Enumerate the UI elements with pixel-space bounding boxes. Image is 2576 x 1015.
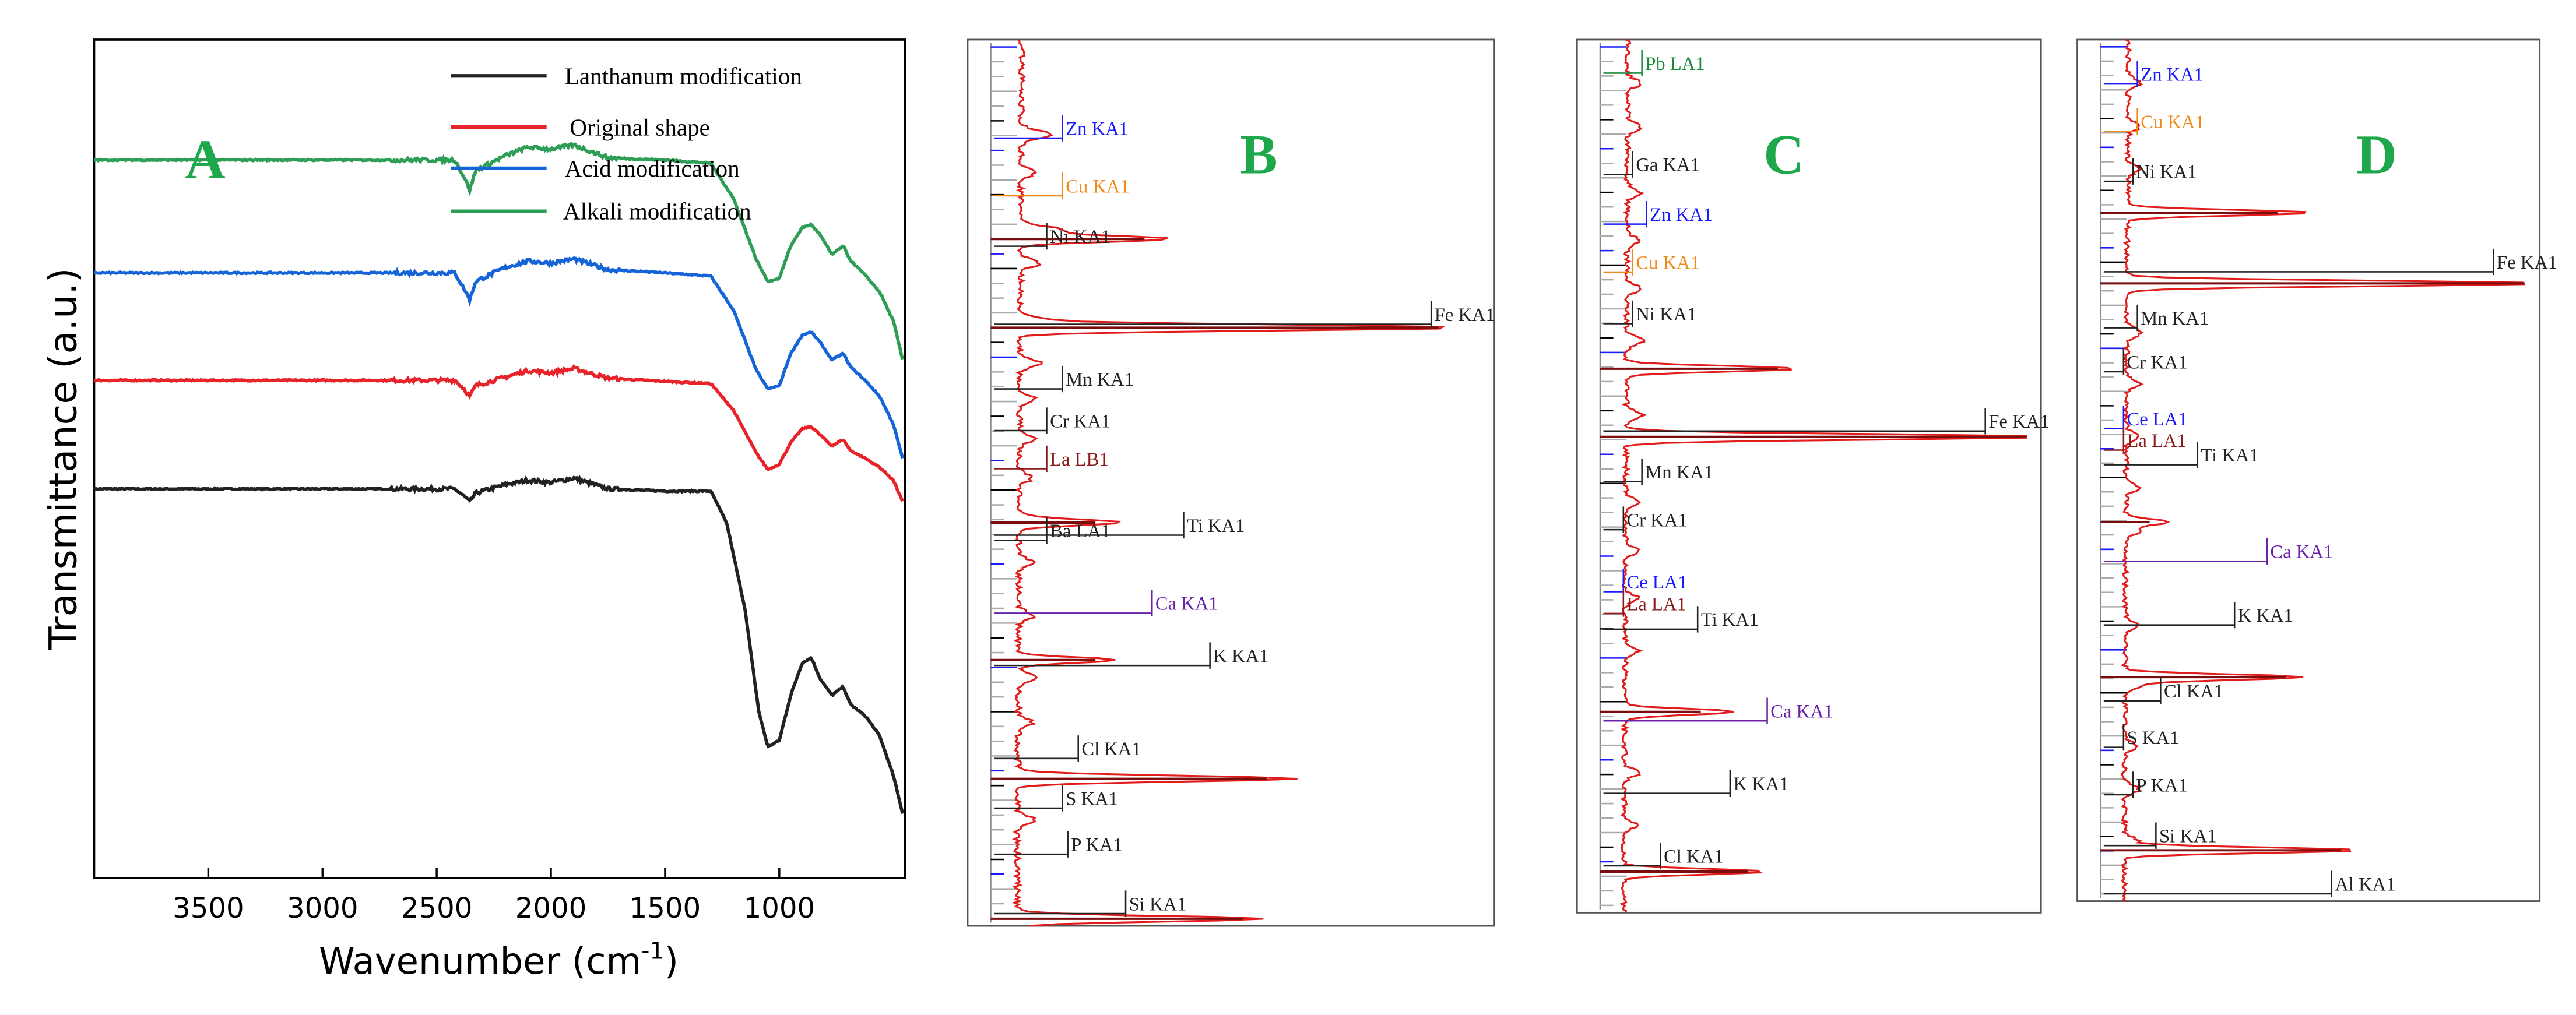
- x-tick-label: 1500: [630, 892, 701, 925]
- x-tick-label: 1000: [744, 892, 816, 925]
- x-tick-label: 2000: [515, 892, 587, 925]
- peak-label: Fe KA1: [1435, 305, 1495, 326]
- peak-label: Fe KA1: [2497, 252, 2557, 273]
- legend-label-alkali: Alkali modification: [563, 198, 751, 225]
- panel-a-x-axis-label: Wavenumber (cm-1): [319, 938, 679, 982]
- panel-a-x-ticks: 3500 3000 2500 2000 1500 1000: [173, 868, 815, 925]
- panel-c: Pb LA1 Ga KA1 Zn KA1 Cu KA1 Ni KA1 Fe KA1 Mn K…: [1576, 38, 2049, 914]
- panel-b-letter: B: [1240, 123, 1277, 185]
- peak-label: Cu KA1: [1636, 252, 1699, 273]
- xrf-spectrum-line: [2120, 38, 2526, 902]
- peak-label: Zn KA1: [1066, 118, 1129, 139]
- panel-a-frame: [93, 38, 906, 879]
- peak-label: K KA1: [2238, 605, 2293, 626]
- panel-b-spectrum: [990, 39, 1446, 927]
- peak-label: Cr KA1: [1626, 510, 1687, 531]
- peak-label: Cu KA1: [2141, 112, 2204, 133]
- panel-a-legend: Lanthanum modification Original shape Ac…: [451, 62, 802, 225]
- peak-label: Ti KA1: [1701, 609, 1759, 630]
- peak-label: Ca KA1: [2270, 542, 2333, 563]
- peak-label: Ni KA1: [1636, 304, 1696, 325]
- peak-label: Zn KA1: [2141, 64, 2204, 85]
- panel-b-frame: [967, 38, 1496, 927]
- x-tick-label: 3000: [287, 892, 359, 925]
- peak-label: Cl KA1: [1081, 739, 1141, 760]
- x-axis-label-main: Wavenumber (cm: [319, 940, 641, 982]
- peak-label: Si KA1: [2159, 826, 2217, 847]
- xrf-spectrum-line: [1011, 39, 1446, 927]
- panel-d: Zn KA1 Cu KA1 Ni KA1 Fe KA1 Mn KA1 Cr KA1 Ce L…: [2076, 38, 2557, 902]
- peak-label: Cr KA1: [2127, 352, 2188, 373]
- panel-d-frame: [2076, 38, 2541, 902]
- peak-label: P KA1: [1071, 834, 1122, 855]
- peak-label: Cl KA1: [2164, 681, 2223, 702]
- peak-label: Mn KA1: [2141, 308, 2209, 329]
- panel-c-letter: C: [1763, 123, 1804, 185]
- x-tick-label: 2500: [401, 892, 473, 925]
- peak-label: La LA1: [2127, 431, 2187, 452]
- peak-label: Cl KA1: [1664, 846, 1723, 867]
- series-line-alkali-modification: [94, 142, 905, 360]
- panel-b: Zn KA1 Cu KA1 Ni KA1 Fe KA1 Mn KA1 Cr KA1 La L…: [967, 38, 1496, 927]
- peak-label: Ce LA1: [2127, 409, 2188, 430]
- peak-label: Mn KA1: [1645, 462, 1713, 483]
- peak-label: S KA1: [2127, 728, 2180, 749]
- peak-label: Zn KA1: [1650, 205, 1713, 225]
- peak-label: La LB1: [1050, 449, 1108, 470]
- peak-label: K KA1: [1213, 646, 1268, 667]
- peak-label: P KA1: [2136, 775, 2187, 796]
- panel-a-y-axis-label: Transmittance (a.u.): [41, 268, 85, 651]
- peak-label: Mn KA1: [1066, 369, 1134, 390]
- panel-c-peak-labels: Pb LA1 Ga KA1 Zn KA1 Cu KA1 Ni KA1 Fe KA1 Mn K…: [1603, 50, 2049, 869]
- panel-a-series: [93, 142, 905, 815]
- peak-label: Cr KA1: [1050, 411, 1110, 432]
- peak-label: Cu KA1: [1066, 176, 1129, 197]
- panel-c-spectrum: [1599, 38, 2028, 913]
- panel-b-peak-labels: Zn KA1 Cu KA1 Ni KA1 Fe KA1 Mn KA1 Cr KA1 La L…: [994, 115, 1495, 917]
- peak-label: Pb LA1: [1645, 54, 1705, 75]
- peak-label: Ti KA1: [1187, 516, 1245, 537]
- panel-d-letter: D: [2356, 123, 2397, 185]
- panel-a: 3500 3000 2500 2000 1500 1000 A Lanthanum mod…: [41, 38, 906, 982]
- peak-label: S KA1: [1066, 788, 1118, 809]
- peak-label: Ni KA1: [1050, 227, 1110, 248]
- legend-label-lanthanum: Lanthanum modification: [565, 62, 802, 89]
- series-line-acid-modification: [94, 256, 905, 459]
- peak-label: Ba LA1: [1050, 521, 1110, 542]
- peak-label: Ca KA1: [1770, 702, 1833, 723]
- peak-label: Ca KA1: [1155, 594, 1218, 615]
- x-tick-label: 3500: [173, 892, 244, 925]
- panel-d-peak-labels: Zn KA1 Cu KA1 Ni KA1 Fe KA1 Mn KA1 Cr KA1 Ce L…: [2103, 61, 2557, 897]
- xrf-spectrum-line: [1619, 38, 2028, 913]
- peak-label: Ga KA1: [1636, 155, 1699, 176]
- peak-label: La LA1: [1626, 594, 1686, 615]
- peak-label: K KA1: [1734, 774, 1789, 795]
- peak-label: Al KA1: [2335, 874, 2395, 895]
- peak-label: Ni KA1: [2136, 162, 2197, 183]
- legend-label-acid: Acid modification: [565, 155, 740, 182]
- panel-c-frame: [1576, 38, 2042, 914]
- series-line-original-shape: [93, 364, 904, 502]
- peak-label: Si KA1: [1129, 894, 1187, 915]
- panel-d-spectrum: [2100, 38, 2526, 902]
- panel-a-letter: A: [185, 128, 226, 191]
- x-axis-label-close: ): [665, 940, 679, 982]
- peak-label: Ce LA1: [1626, 572, 1687, 593]
- x-axis-label-superscript: -1: [641, 938, 665, 965]
- legend-label-original: Original shape: [570, 114, 710, 140]
- peak-label: Ti KA1: [2201, 445, 2258, 466]
- series-line-lanthanum-modification: [93, 474, 905, 815]
- peak-label: Fe KA1: [1988, 411, 2049, 432]
